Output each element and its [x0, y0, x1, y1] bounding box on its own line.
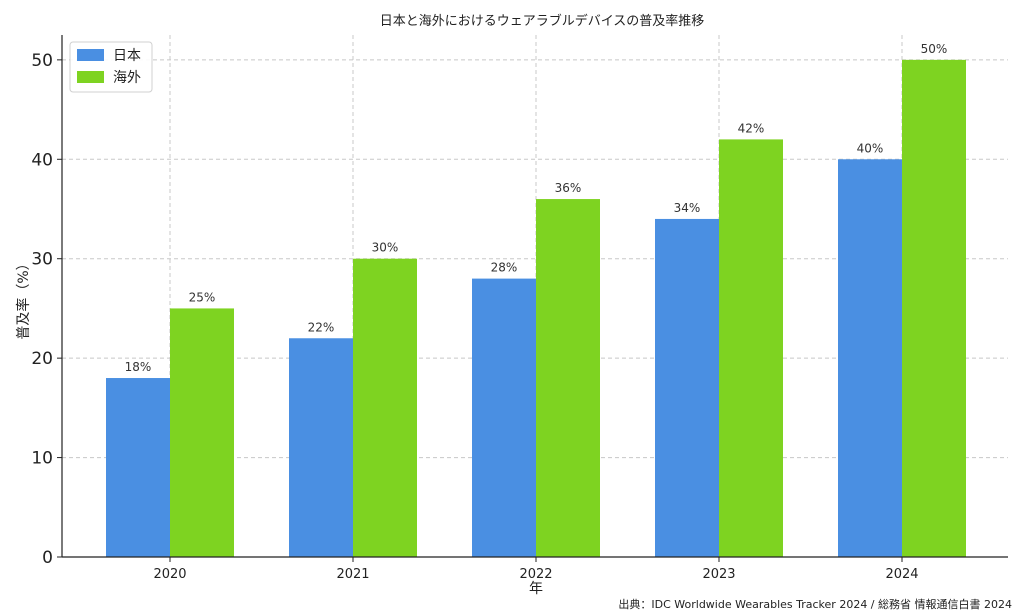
- data-label: 25%: [189, 290, 216, 304]
- data-label: 18%: [125, 360, 152, 374]
- bars: [106, 59, 966, 558]
- source-note: 出典：IDC Worldwide Wearables Tracker 2024 …: [618, 597, 1012, 611]
- legend-swatch: [77, 49, 104, 61]
- data-label: 22%: [308, 320, 335, 334]
- data-label: 28%: [491, 261, 518, 275]
- bar-japan-2022: [472, 278, 536, 557]
- x-tick-label: 2022: [519, 567, 552, 582]
- bar-japan-2020: [106, 378, 170, 557]
- bar-overseas-2024: [902, 59, 966, 557]
- data-label: 36%: [555, 181, 582, 195]
- bar-overseas-2021: [353, 258, 417, 557]
- data-label: 50%: [921, 42, 948, 56]
- y-tick-label: 30: [31, 250, 53, 270]
- legend-label: 海外: [113, 70, 141, 86]
- data-labels: 18% 25% 22% 30% 28% 36% 34% 42% 40% 50%: [125, 42, 948, 374]
- axes: [57, 35, 1008, 562]
- y-tick-label: 50: [31, 51, 53, 71]
- x-axis-label: 年: [529, 581, 543, 597]
- y-tick-label: 0: [42, 548, 53, 568]
- data-label: 42%: [738, 121, 765, 135]
- x-tick-label: 2020: [153, 567, 186, 582]
- y-tick-labels: 0 10 20 30 40 50: [31, 51, 53, 568]
- x-tick-labels: 2020 2021 2022 2023 2024: [153, 567, 918, 582]
- bar-overseas-2023: [719, 139, 783, 557]
- bar-overseas-2020: [170, 308, 234, 557]
- legend-swatch: [77, 71, 104, 83]
- x-tick-label: 2021: [336, 567, 369, 582]
- y-axis-label: 普及率（%）: [15, 256, 32, 339]
- data-label: 34%: [674, 201, 701, 215]
- bar-japan-2021: [289, 338, 353, 557]
- x-tick-label: 2024: [885, 567, 918, 582]
- chart-title: 日本と海外におけるウェアラブルデバイスの普及率推移: [380, 13, 705, 29]
- y-tick-label: 20: [31, 349, 53, 369]
- bar-overseas-2022: [536, 199, 600, 558]
- data-label: 30%: [372, 241, 399, 255]
- bar-japan-2023: [655, 218, 719, 557]
- y-tick-label: 10: [31, 449, 53, 469]
- bar-japan-2024: [838, 159, 902, 558]
- legend-label: 日本: [113, 48, 141, 64]
- data-label: 40%: [857, 141, 884, 155]
- y-tick-label: 40: [31, 150, 53, 170]
- x-tick-label: 2023: [702, 567, 735, 582]
